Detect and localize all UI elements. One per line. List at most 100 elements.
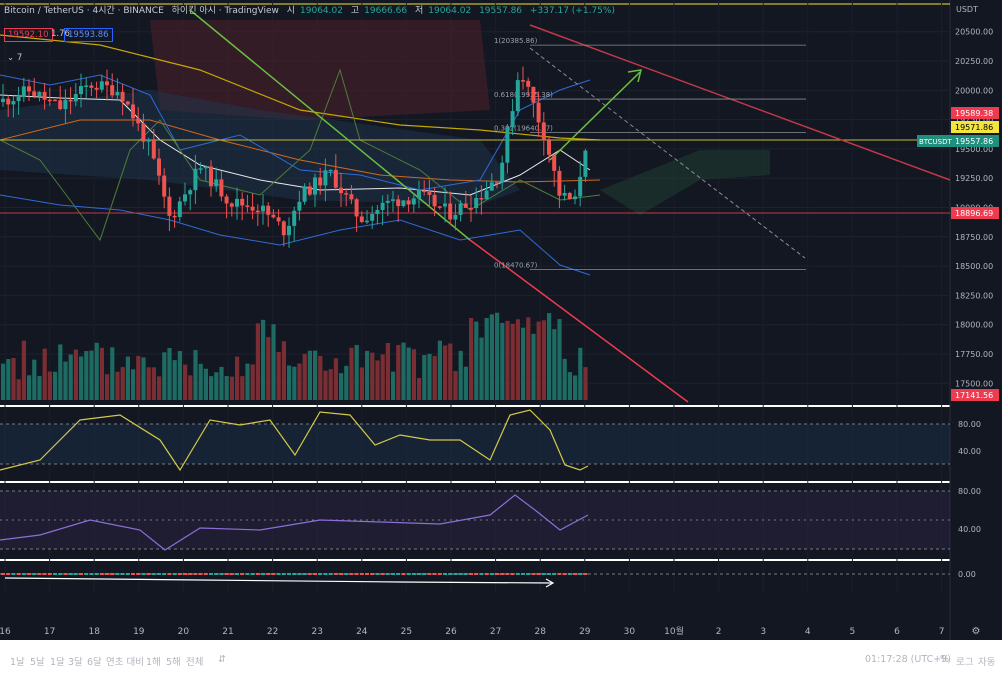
symbol-tag: BTCUSDT [919, 138, 953, 146]
volume-bar [188, 375, 193, 400]
volume-bar [505, 320, 510, 400]
timeframe-button[interactable]: 6달 [87, 657, 102, 668]
timeframe-button[interactable]: 전체 [186, 657, 204, 668]
ma-orange [0, 119, 601, 183]
volume-bar [349, 347, 354, 400]
candle-body [214, 179, 219, 187]
candle-body [541, 122, 546, 141]
macd-bar [219, 573, 224, 575]
macd-bar [495, 573, 499, 575]
candle-body [448, 203, 453, 220]
auto-toggle[interactable]: 자동 [978, 657, 996, 668]
timeframe-button[interactable]: 1날 [10, 657, 25, 668]
volume-bar [203, 368, 208, 400]
range-icon[interactable]: ⇵ [218, 654, 226, 665]
arrow-head [627, 69, 643, 83]
open-value: 19064.02 [300, 6, 343, 16]
price-tick-label: 19750.00 [955, 116, 993, 125]
volume-bar [209, 376, 214, 400]
candle-body [177, 201, 182, 218]
volume-bar [318, 355, 323, 400]
volume-bar [328, 369, 333, 400]
macd-bar [380, 573, 385, 575]
candle-body [437, 206, 442, 208]
candle-body [224, 196, 229, 204]
time-tick-label: 30 [624, 627, 636, 637]
clock-readout[interactable]: 01:17:28 (UTC+9) [865, 654, 951, 665]
candle-body [505, 127, 510, 163]
macd-bar [427, 573, 432, 575]
candle-body [281, 221, 286, 236]
volume-bar [578, 347, 583, 400]
log-toggle[interactable]: 로그 [956, 657, 974, 668]
price-badge-label: 17141.56 [955, 391, 993, 400]
bollinger-band [0, 90, 520, 205]
candle-body [318, 177, 323, 186]
macd-bar [396, 573, 401, 575]
timeframe-button[interactable]: 3달 [68, 657, 83, 668]
trendline-green [189, 9, 471, 241]
price-badge [951, 389, 999, 401]
macd-bar [432, 573, 437, 575]
macd-bar [318, 573, 323, 575]
cloud-red [150, 20, 490, 120]
chart-canvas[interactable]: 20500.0020250.0020000.0019750.0019500.00… [0, 0, 1002, 645]
timeframe-button[interactable]: 1해 [146, 657, 161, 668]
timeframe-button[interactable]: 5날 [30, 657, 45, 668]
macd-bar [562, 573, 567, 575]
timeframe-button[interactable]: 연초 대비 [106, 657, 144, 668]
volume-bar [500, 322, 505, 400]
macd-bar [32, 573, 37, 575]
candle-body [235, 198, 239, 207]
candle-body [489, 182, 494, 191]
candle-body [94, 87, 99, 90]
macd-bar [84, 573, 89, 575]
macd-bar [89, 573, 94, 575]
timeframe-button[interactable]: 5해 [166, 657, 181, 668]
candle-body [526, 80, 531, 87]
volume-bar [115, 371, 120, 400]
candle-body [443, 203, 447, 207]
macd-bar [531, 573, 536, 575]
currency-label: USDT [956, 5, 978, 14]
candle-body [453, 214, 458, 220]
volume-bar [531, 333, 536, 400]
ma-yellow [0, 34, 601, 141]
macd-bar [333, 573, 338, 575]
candle-body [37, 91, 42, 97]
candle-body [292, 210, 297, 226]
candle-body [79, 86, 83, 95]
volume-bar [401, 342, 406, 400]
timeframe-button[interactable]: 1달 [50, 657, 65, 668]
macd-bar [63, 573, 68, 575]
volume-bar [47, 371, 52, 400]
osc2-tick: 40.00 [958, 525, 981, 534]
volume-bar [396, 344, 401, 400]
percent-toggle[interactable]: % [940, 654, 950, 665]
volume-bar [536, 321, 541, 400]
volume-bar [562, 358, 567, 400]
macd-bar [541, 573, 546, 575]
candle-body [391, 199, 395, 201]
macd-bar [120, 573, 125, 575]
candle-body [521, 80, 525, 82]
macd-bar [583, 573, 588, 575]
candle-body [193, 168, 198, 191]
symbol-title: Bitcoin / TetherUS · 4시간 · BINANCE [4, 6, 164, 16]
volume-bar [183, 364, 188, 400]
macd-bar [505, 573, 510, 575]
volume-bar [11, 357, 16, 400]
collapse-indicators-button[interactable]: ⌄ 7 [4, 52, 25, 64]
price-tick-label: 17750.00 [955, 350, 993, 359]
macd-bar [365, 573, 369, 575]
price-tick-label: 20500.00 [955, 28, 993, 37]
time-tick-label: 16 [0, 627, 11, 637]
volume-bar [157, 376, 162, 400]
candle-body [578, 176, 583, 197]
macd-bar [552, 573, 557, 575]
macd-bar [474, 573, 479, 575]
volume-bar [287, 365, 292, 400]
osc3-tick: 0.00 [958, 570, 976, 579]
close-value: 19557.86 [479, 6, 523, 16]
volume-bar [365, 350, 370, 400]
